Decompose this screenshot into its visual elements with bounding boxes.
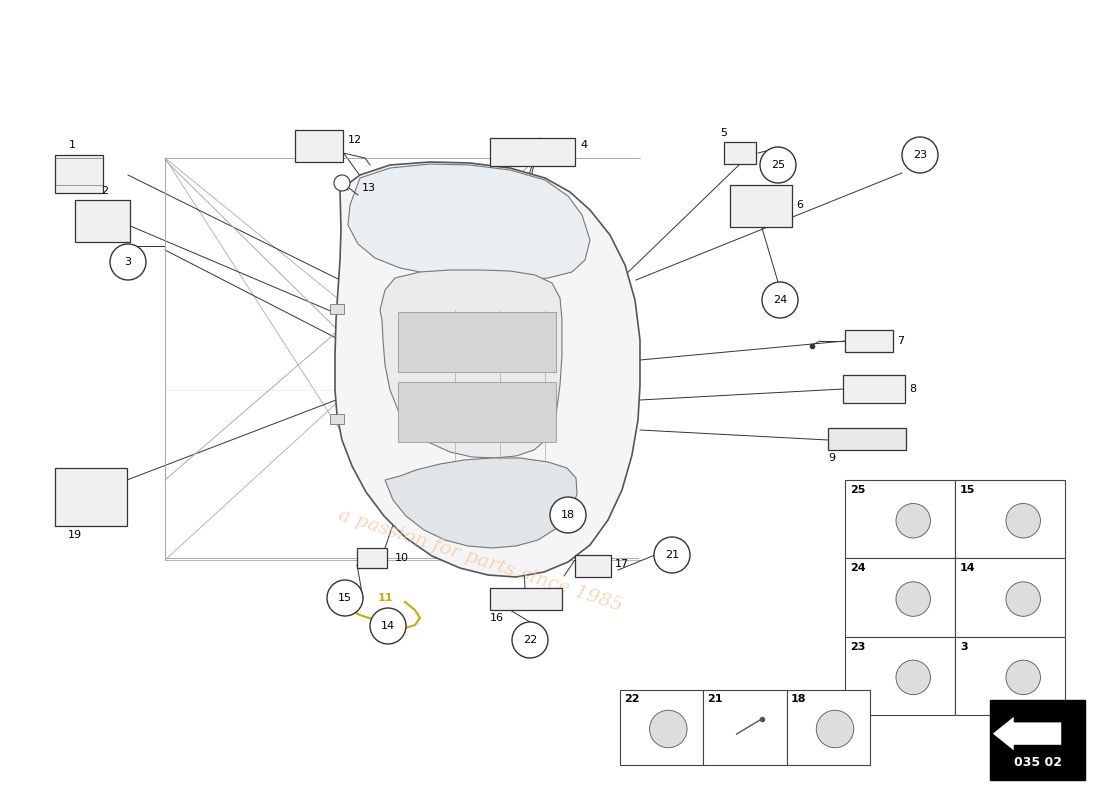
Text: 11: 11: [377, 593, 393, 603]
Circle shape: [816, 710, 854, 748]
Text: 23: 23: [913, 150, 927, 160]
Text: 8: 8: [909, 384, 916, 394]
Text: 5: 5: [720, 128, 727, 138]
Polygon shape: [336, 162, 640, 577]
Text: 21: 21: [664, 550, 679, 560]
Bar: [730, 185, 792, 227]
Bar: [955, 637, 1065, 715]
Bar: [724, 142, 756, 164]
Bar: [330, 304, 344, 314]
Bar: [786, 690, 870, 765]
Bar: [845, 558, 955, 637]
Text: 7: 7: [896, 336, 904, 346]
Text: 6: 6: [796, 200, 803, 210]
Text: 22: 22: [522, 635, 537, 645]
Text: 18: 18: [561, 510, 575, 520]
Polygon shape: [385, 458, 578, 548]
Text: 4: 4: [580, 140, 587, 150]
Bar: [398, 312, 556, 372]
Text: 14: 14: [381, 621, 395, 631]
Text: 16: 16: [490, 613, 504, 623]
Circle shape: [762, 282, 798, 318]
Circle shape: [1006, 660, 1041, 694]
Text: 035 02: 035 02: [1013, 756, 1062, 769]
Text: 17: 17: [615, 559, 629, 569]
Bar: [845, 480, 955, 558]
Bar: [75, 200, 130, 242]
Circle shape: [650, 710, 688, 748]
Circle shape: [896, 582, 931, 616]
Bar: [55, 155, 103, 193]
Text: 25: 25: [771, 160, 785, 170]
Text: 15: 15: [338, 593, 352, 603]
Text: 18: 18: [791, 694, 806, 704]
Circle shape: [370, 608, 406, 644]
Text: 23: 23: [850, 642, 866, 652]
Bar: [955, 480, 1065, 558]
Text: 24: 24: [850, 563, 866, 574]
Bar: [955, 558, 1065, 637]
Circle shape: [654, 537, 690, 573]
Bar: [490, 588, 562, 610]
Text: 15: 15: [960, 485, 976, 495]
Text: 1: 1: [68, 140, 76, 150]
Bar: [295, 130, 343, 162]
FancyArrow shape: [993, 717, 1062, 750]
Text: 13: 13: [362, 183, 376, 193]
Circle shape: [896, 503, 931, 538]
Circle shape: [327, 580, 363, 616]
Text: 22: 22: [624, 694, 639, 704]
Circle shape: [512, 622, 548, 658]
Text: 10: 10: [395, 553, 409, 563]
Bar: [358, 548, 387, 568]
Circle shape: [1006, 582, 1041, 616]
Text: 25: 25: [850, 485, 866, 495]
Bar: [620, 690, 703, 765]
Bar: [490, 138, 575, 166]
Circle shape: [550, 497, 586, 533]
Text: 14: 14: [960, 563, 976, 574]
Bar: [330, 414, 344, 424]
Circle shape: [760, 147, 796, 183]
Bar: [845, 330, 893, 352]
Circle shape: [1006, 503, 1041, 538]
Bar: [843, 375, 905, 403]
Polygon shape: [379, 270, 562, 458]
Bar: [990, 700, 1085, 780]
Bar: [703, 690, 786, 765]
Bar: [575, 555, 611, 577]
Text: a passion for parts since 1985: a passion for parts since 1985: [336, 506, 625, 614]
Text: 19: 19: [68, 530, 82, 540]
Bar: [55, 468, 126, 526]
Bar: [828, 428, 906, 450]
Circle shape: [110, 244, 146, 280]
Circle shape: [896, 660, 931, 694]
Text: 2: 2: [101, 186, 109, 196]
Bar: [398, 382, 556, 442]
Text: 3: 3: [124, 257, 132, 267]
Text: 24: 24: [773, 295, 788, 305]
Text: 9: 9: [828, 453, 835, 463]
Text: 21: 21: [707, 694, 723, 704]
Polygon shape: [348, 164, 590, 280]
Circle shape: [902, 137, 938, 173]
Text: 3: 3: [960, 642, 968, 652]
Bar: [845, 637, 955, 715]
Text: 12: 12: [348, 135, 362, 145]
Circle shape: [334, 175, 350, 191]
